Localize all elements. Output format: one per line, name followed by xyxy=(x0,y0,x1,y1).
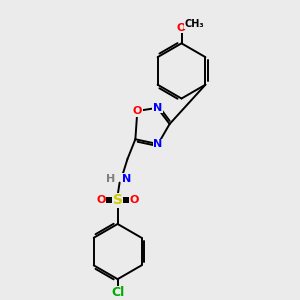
Text: CH₃: CH₃ xyxy=(184,19,204,28)
Text: N: N xyxy=(153,139,163,149)
Text: O: O xyxy=(177,22,186,33)
Text: H: H xyxy=(106,174,116,184)
Text: N: N xyxy=(153,103,162,113)
Text: O: O xyxy=(133,106,142,116)
Text: O: O xyxy=(96,195,106,205)
Text: Cl: Cl xyxy=(111,286,124,299)
Text: N: N xyxy=(122,174,131,184)
Text: S: S xyxy=(112,193,123,207)
Text: O: O xyxy=(130,195,139,205)
